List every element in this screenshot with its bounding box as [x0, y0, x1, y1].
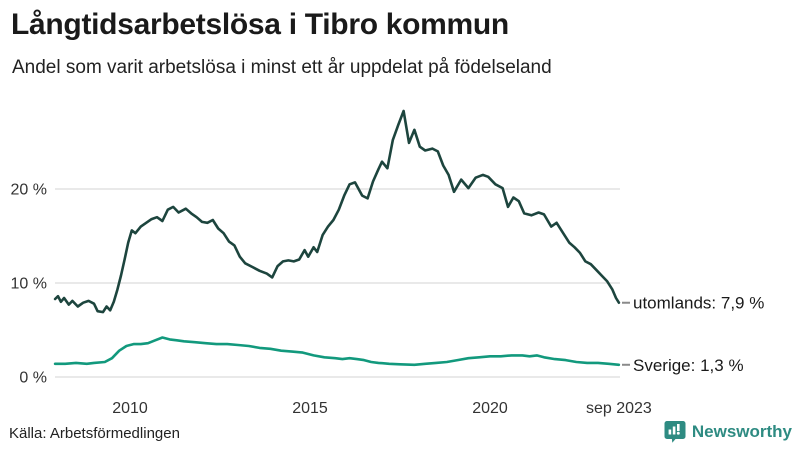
x-axis-tick-label: 2010	[112, 400, 148, 417]
chart-subtitle: Andel som varit arbetslösa i minst ett å…	[12, 57, 552, 78]
x-axis-tick-label: sep 2023	[586, 400, 652, 417]
series-end-label-Sverige: Sverige: 1,3 %	[633, 356, 744, 375]
y-axis-tick-label: 10 %	[11, 276, 47, 293]
chart-footer: Källa: Arbetsförmedlingen Newsworthy	[0, 416, 800, 450]
source-note: Källa: Arbetsförmedlingen	[9, 425, 180, 442]
page-title: Långtidsarbetslösa i Tibro kommun	[11, 8, 509, 41]
x-axis-tick-label: 2020	[472, 400, 508, 417]
series-end-label-utomlands: utomlands: 7,9 %	[633, 294, 764, 313]
series-line-Sverige	[53, 336, 621, 367]
newsworthy-brand: Newsworthy	[664, 420, 792, 444]
y-axis-tick-label: 0 %	[19, 370, 47, 387]
brand-name: Newsworthy	[691, 422, 792, 441]
y-axis-tick-label: 20 %	[11, 182, 47, 199]
newsworthy-logo-icon	[664, 421, 686, 443]
x-axis-tick-label: 2015	[292, 400, 328, 417]
series-line-utomlands	[53, 109, 621, 314]
